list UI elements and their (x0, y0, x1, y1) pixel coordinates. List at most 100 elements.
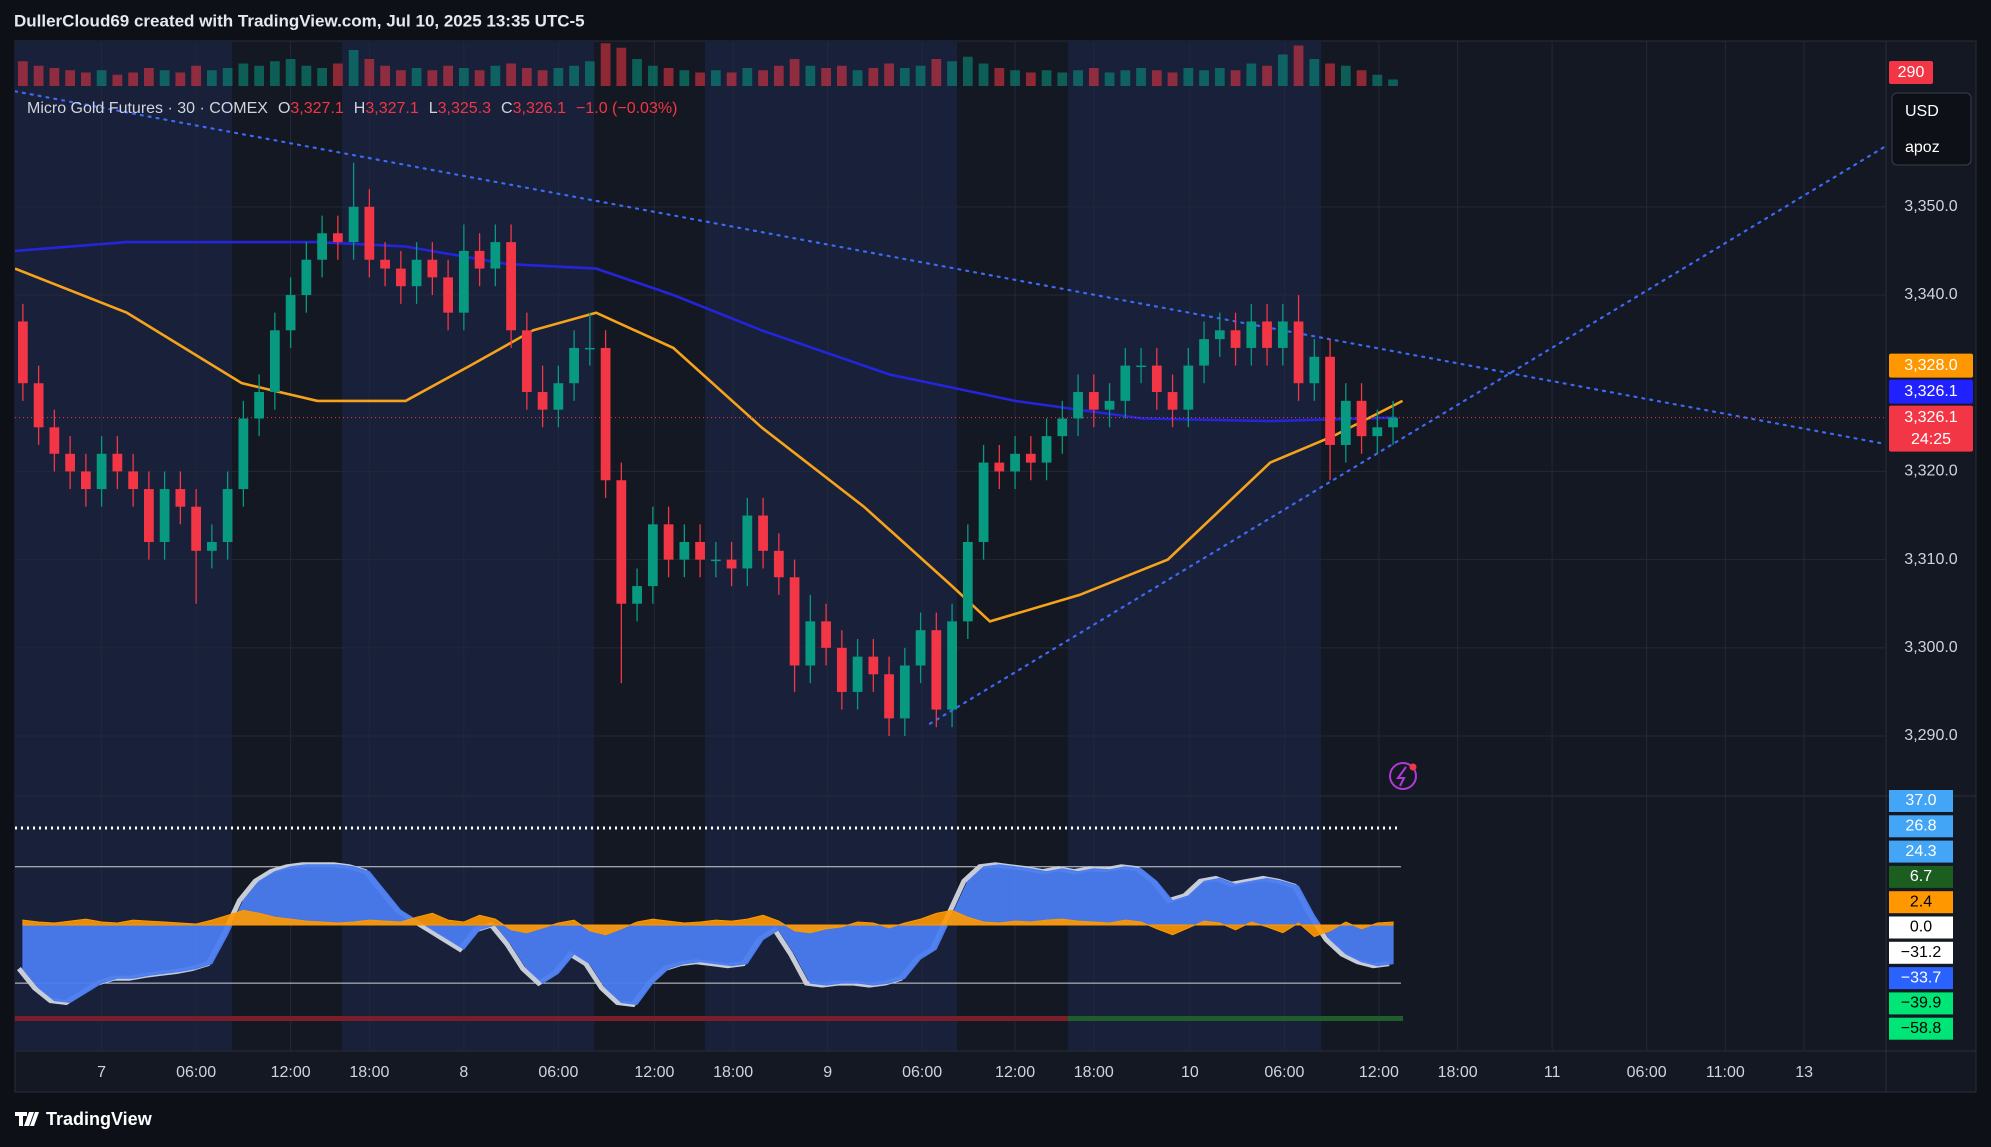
candle-body (1073, 392, 1083, 419)
candle-body (1104, 400, 1115, 410)
oscillator-label: 0.0 (1910, 919, 1932, 936)
candle-body (584, 347, 595, 350)
volume-bar (1120, 70, 1131, 86)
volume-bar (474, 70, 485, 86)
alert-icon[interactable] (1389, 762, 1417, 790)
candle-body (301, 259, 312, 296)
candle-body (1388, 417, 1398, 428)
volume-bar (821, 68, 831, 86)
candle-body (1057, 418, 1068, 437)
oscillator-label: 37.0 (1905, 792, 1936, 809)
volume-bar (805, 65, 816, 86)
oscillator-label-box (1889, 790, 1953, 812)
candle-body (1120, 365, 1131, 401)
candle-body (206, 541, 217, 551)
volume-bar (1136, 68, 1146, 86)
candle-body (1151, 365, 1162, 393)
candle-body (537, 392, 548, 410)
volume-label: 290 (1898, 64, 1925, 81)
volume-bar (836, 65, 847, 86)
oscillator-label-box (1889, 1017, 1953, 1040)
currency-box[interactable] (1891, 92, 1972, 166)
oscillator-label-box (1889, 967, 1953, 990)
volume-bar (33, 65, 44, 86)
volume-bar (1104, 72, 1115, 86)
volume-bar (962, 56, 973, 86)
volume-bar (569, 65, 579, 86)
candle-body (1041, 436, 1052, 463)
legend-value: 3,327.1 (290, 100, 343, 117)
volume-bar (521, 68, 532, 86)
volume-bar (1214, 68, 1225, 86)
volume-bar (285, 59, 296, 86)
volume-bar (1340, 65, 1351, 86)
symbol-title: Micro Gold Futures · 30 · COMEX (27, 100, 268, 117)
candle-body (364, 206, 375, 260)
volume-bar (758, 70, 768, 86)
oscillator-label: 6.7 (1910, 868, 1932, 885)
volume-bar (647, 65, 658, 86)
legend: Micro Gold Futures · 30 · COMEX O3,327.1 H… (27, 100, 677, 117)
candle-body (962, 541, 973, 622)
candle-body (947, 621, 957, 710)
volume-bar (65, 70, 76, 86)
legend-value: 3,327.1 (365, 100, 418, 117)
candle-body (789, 577, 800, 666)
oscillator-label-box (1889, 840, 1953, 863)
price-label-box (1889, 379, 1973, 404)
volume-bar (1183, 68, 1194, 86)
x-tick-label: 06:00 (902, 1064, 942, 1081)
volume-bar (191, 65, 201, 86)
volume-bar (1167, 72, 1178, 86)
trendline (15, 90, 1886, 446)
volume-bar (947, 61, 957, 86)
x-tick-label: 12:00 (634, 1064, 674, 1081)
candle-body (899, 665, 910, 719)
candle-body (490, 242, 501, 269)
x-tick-label: 06:00 (1627, 1064, 1667, 1081)
volume-bar (679, 70, 690, 86)
volume-bar (1388, 79, 1398, 86)
oscillator-area (22, 864, 1394, 1006)
candle-body (443, 277, 453, 313)
x-tick-label: 7 (97, 1064, 106, 1081)
volume-bar (1356, 70, 1367, 86)
volume-bar (128, 72, 139, 86)
volume-bar (868, 68, 879, 86)
candle-body (1372, 427, 1383, 437)
footer-logo: TradingView (46, 1109, 153, 1129)
candle-body (1277, 321, 1288, 348)
candle-body (33, 383, 44, 428)
price-label-box (1889, 353, 1973, 378)
candle-body (915, 630, 926, 666)
candle-body (521, 330, 532, 393)
x-tick-label: 18:00 (713, 1064, 753, 1081)
x-tick-label: 12:00 (1359, 1064, 1399, 1081)
volume-bar (1199, 70, 1209, 86)
oscillator-label-box (1889, 916, 1953, 939)
y-tick-label: 3,310.0 (1904, 551, 1957, 568)
volume-bar (710, 70, 721, 86)
volume-bar (17, 61, 28, 86)
candle-body (600, 347, 611, 481)
candle-body (348, 206, 359, 243)
volume-bar (994, 68, 1005, 86)
x-tick-label: 18:00 (349, 1064, 389, 1081)
candle-body (726, 559, 737, 569)
volume-bar (458, 68, 469, 86)
currency: USD (1905, 103, 1939, 120)
candle-body (1309, 356, 1320, 384)
price-label-box (1889, 405, 1973, 452)
volume-bar (742, 68, 753, 86)
volume-bar (1057, 72, 1068, 86)
x-tick-label: 8 (459, 1064, 468, 1081)
volume-bar (884, 63, 894, 86)
volume-bar (553, 68, 564, 86)
candle-body (458, 250, 469, 313)
volume-bar (380, 65, 390, 86)
legend-value: 3,325.3 (438, 100, 491, 117)
candle-body (474, 250, 485, 269)
candle-body (616, 480, 627, 604)
candle-body (238, 418, 249, 490)
candle-body (1010, 453, 1020, 472)
